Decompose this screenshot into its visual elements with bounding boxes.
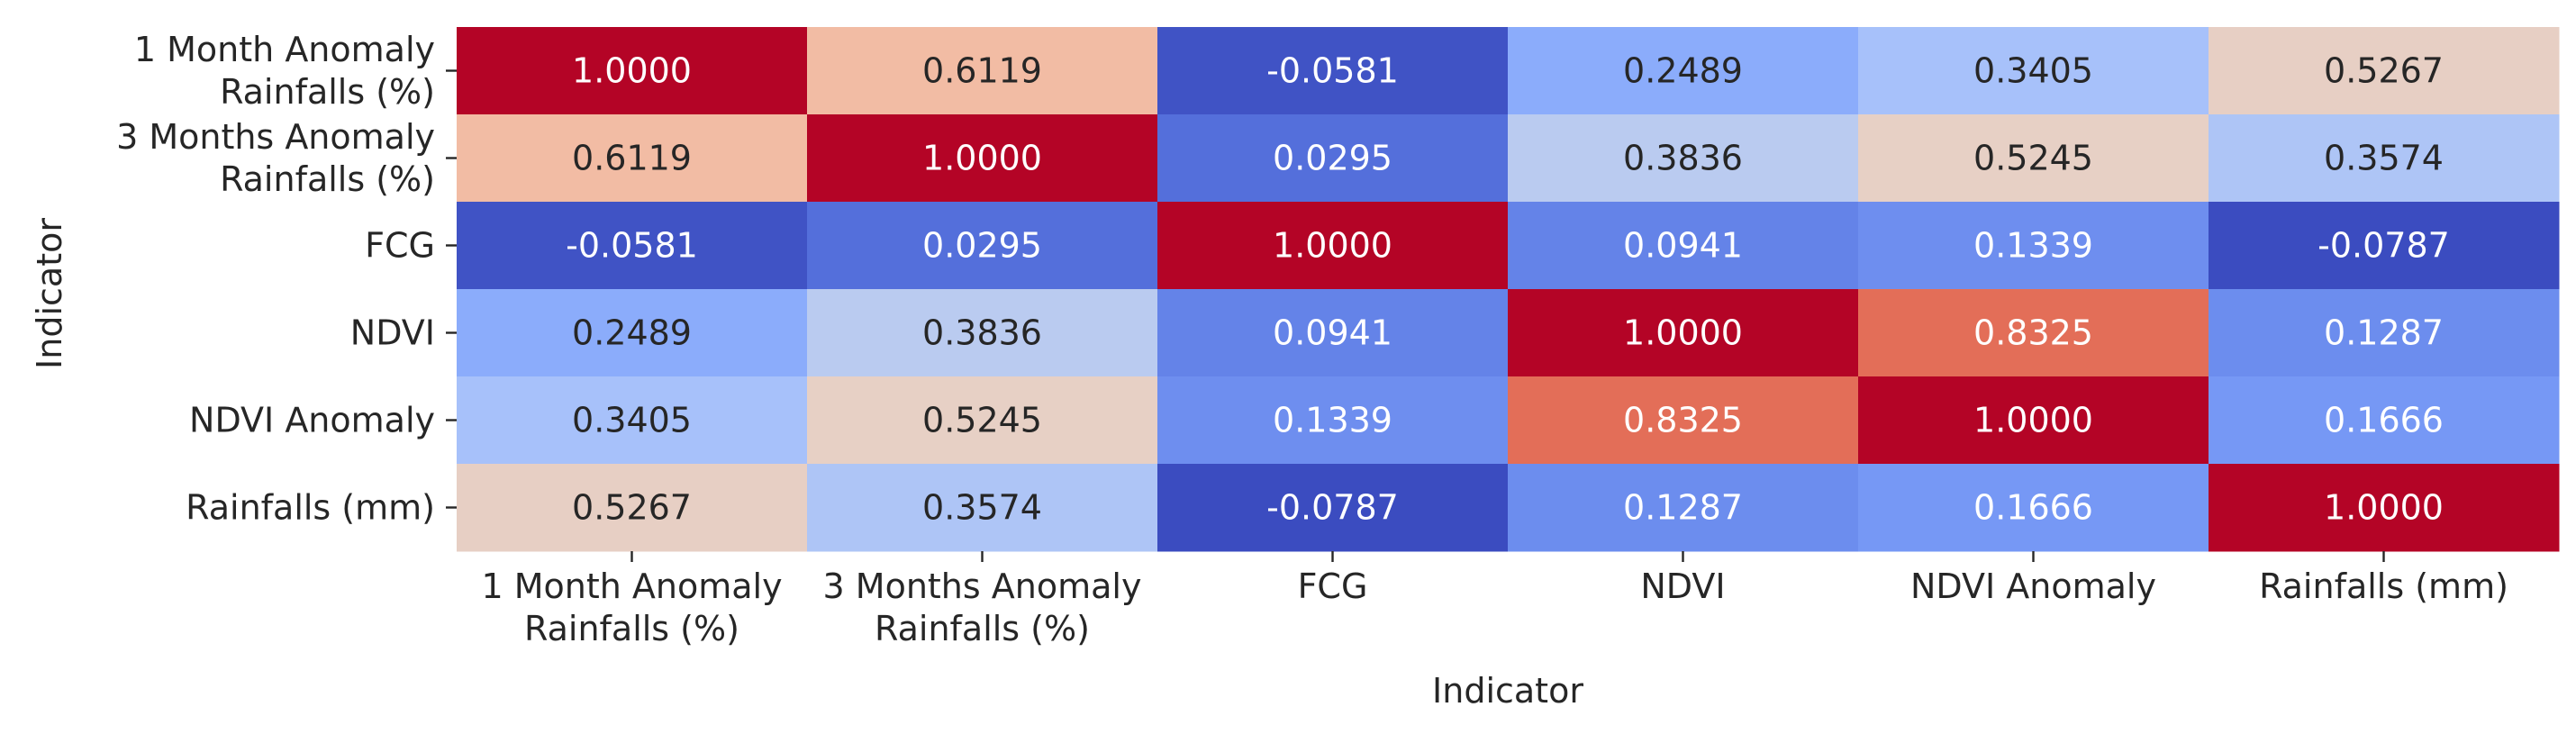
x-tick-label: Rainfalls (mm) xyxy=(2259,566,2508,606)
heatmap-cell-label: 1.0000 xyxy=(1623,313,1743,353)
heatmap-cell-label: 0.3574 xyxy=(922,488,1042,528)
heatmap-cell xyxy=(1157,114,1509,203)
heatmap-cell xyxy=(1858,376,2209,465)
heatmap-cell xyxy=(1157,464,1509,552)
heatmap-cell-label: 1.0000 xyxy=(1973,401,2093,440)
heatmap-cell-label: 0.3574 xyxy=(2324,139,2444,178)
heatmap-cell-label: 0.5245 xyxy=(1973,139,2093,178)
heatmap-cell xyxy=(1858,202,2209,290)
heatmap-cell-label: 0.1287 xyxy=(2324,313,2444,353)
heatmap-cell xyxy=(807,114,1158,203)
y-tick-label: Rainfalls (mm) xyxy=(186,488,435,528)
heatmap-cell-label: 1.0000 xyxy=(572,51,692,91)
heatmap-cell-label: 0.3405 xyxy=(1973,51,2093,91)
heatmap-cell-label: 0.3836 xyxy=(922,313,1042,353)
heatmap-cell-label: 0.5267 xyxy=(572,488,692,528)
x-tick-label: NDVI xyxy=(1640,566,1725,606)
heatmap-cell xyxy=(1157,202,1509,290)
heatmap-cell xyxy=(1157,376,1509,465)
heatmap-cell xyxy=(457,376,808,465)
heatmap-cell xyxy=(457,289,808,377)
heatmap-cell-label: -0.0581 xyxy=(566,226,698,266)
heatmap-cell xyxy=(457,114,808,203)
heatmap-cell-label: -0.0787 xyxy=(1266,488,1399,528)
y-tick-label: 3 Months Anomaly Rainfalls (%) xyxy=(116,117,435,199)
heatmap-cell-label: 0.0295 xyxy=(1273,139,1392,178)
heatmap-cell xyxy=(457,27,808,115)
y-axis: 1 Month Anomaly Rainfalls (%)3 Months Ano… xyxy=(116,30,457,528)
heatmap-cell xyxy=(807,376,1158,465)
heatmap-cell xyxy=(2209,289,2560,377)
heatmap-cell xyxy=(1157,27,1509,115)
heatmap-cell xyxy=(1508,464,1859,552)
heatmap-cell-label: 0.3836 xyxy=(1623,139,1743,178)
heatmap-cell xyxy=(1858,114,2209,203)
heatmap-cell-label: 0.1287 xyxy=(1623,488,1743,528)
heatmap-cell xyxy=(1508,202,1859,290)
heatmap-cell-label: 0.1666 xyxy=(2324,401,2444,440)
heatmap-cell xyxy=(807,27,1158,115)
y-tick-label: FCG xyxy=(365,226,435,266)
y-tick-label: NDVI xyxy=(350,313,435,353)
heatmap-cell-label: 0.2489 xyxy=(572,313,692,353)
heatmap-cell xyxy=(1508,114,1859,203)
heatmap-cell-label: 0.1339 xyxy=(1273,401,1392,440)
heatmap-cell-label: 0.1666 xyxy=(1973,488,2093,528)
heatmap-cell-label: 0.8325 xyxy=(1623,401,1743,440)
heatmap-cell xyxy=(2209,202,2560,290)
x-axis-title: Indicator xyxy=(1432,671,1583,711)
heatmap-cell xyxy=(2209,114,2560,203)
heatmap-cell xyxy=(2209,464,2560,552)
heatmap-cell-label: 1.0000 xyxy=(1273,226,1392,266)
heatmap-cell xyxy=(1157,289,1509,377)
heatmap-cell-label: 0.0941 xyxy=(1623,226,1743,266)
heatmap-cell-label: 0.0295 xyxy=(922,226,1042,266)
heatmap-cell-label: 0.0941 xyxy=(1273,313,1392,353)
heatmap-cell xyxy=(1508,289,1859,377)
heatmap-cell xyxy=(2209,376,2560,465)
heatmap-cell xyxy=(1858,27,2209,115)
heatmap-cell xyxy=(807,289,1158,377)
heatmap-cell xyxy=(457,464,808,552)
heatmap-cell-label: -0.0787 xyxy=(2317,226,2450,266)
heatmap-cell xyxy=(807,464,1158,552)
heatmap-cell xyxy=(1858,464,2209,552)
heatmap-cell-label: -0.0581 xyxy=(1266,51,1399,91)
heatmap-cell-label: 0.1339 xyxy=(1973,226,2093,266)
heatmap-cell-label: 0.6119 xyxy=(922,51,1042,91)
x-tick-label: NDVI Anomaly xyxy=(1910,566,2156,606)
heatmap-cell-label: 1.0000 xyxy=(2324,488,2444,528)
heatmap-cell-label: 0.8325 xyxy=(1973,313,2093,353)
x-tick-label: 3 Months Anomaly Rainfalls (%) xyxy=(823,566,1142,648)
heatmap-cell xyxy=(457,202,808,290)
y-axis-title: Indicator xyxy=(30,218,69,369)
y-tick-label: 1 Month Anomaly Rainfalls (%) xyxy=(134,30,435,112)
heatmap-cell-label: 0.6119 xyxy=(572,139,692,178)
heatmap-cell xyxy=(1858,289,2209,377)
x-axis: 1 Month Anomaly Rainfalls (%) 3 Months Ano… xyxy=(481,551,2508,648)
x-tick-label: 1 Month Anomaly Rainfalls (%) xyxy=(481,566,782,648)
y-tick-label: NDVI Anomaly xyxy=(189,401,435,440)
heatmap-cell-label: 0.2489 xyxy=(1623,51,1743,91)
heatmap-cell xyxy=(1508,27,1859,115)
heatmap-cell-label: 0.3405 xyxy=(572,401,692,440)
heatmap-cells xyxy=(457,27,2560,552)
heatmap-cell-label: 1.0000 xyxy=(922,139,1042,178)
heatmap-cell xyxy=(1508,376,1859,465)
heatmap-cell xyxy=(807,202,1158,290)
heatmap-cell-label: 0.5245 xyxy=(922,401,1042,440)
x-tick-label: FCG xyxy=(1298,566,1368,606)
heatmap-cell xyxy=(2209,27,2560,115)
heatmap-cell-label: 0.5267 xyxy=(2324,51,2444,91)
heatmap-cell-labels: 1.0000 0.6119 -0.0581 0.2489 0.3405 0.5267 0.6… xyxy=(566,51,2450,528)
